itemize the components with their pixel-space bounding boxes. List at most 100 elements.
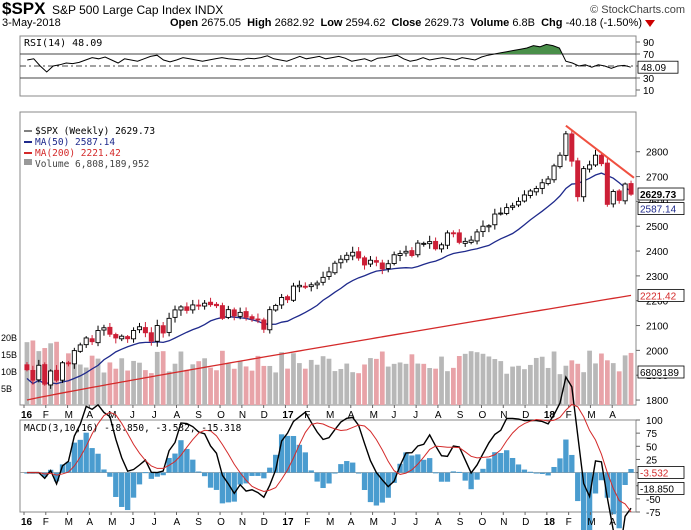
macd-histogram-bar bbox=[575, 472, 581, 502]
macd-histogram-bar bbox=[604, 472, 611, 498]
price-x-tick-label: M bbox=[65, 410, 73, 421]
macd-histogram-bar bbox=[42, 472, 48, 477]
rsi-tick-label: 70 bbox=[643, 50, 655, 61]
candle-body bbox=[385, 263, 391, 269]
volume-label: Volume bbox=[470, 17, 510, 29]
open-label: Open bbox=[170, 17, 199, 29]
price-tick-label: 2700 bbox=[646, 173, 669, 184]
price-x-tick-label: D bbox=[261, 410, 268, 421]
macd-x-tick-label: N bbox=[500, 517, 507, 528]
macd-histogram-bar bbox=[119, 472, 125, 507]
macd-histogram-bar bbox=[533, 472, 539, 474]
candle-body bbox=[604, 162, 610, 205]
macd-histogram-bar bbox=[308, 470, 314, 473]
macd-histogram-bar bbox=[628, 469, 634, 473]
volume-bar bbox=[391, 363, 397, 405]
macd-histogram-bar bbox=[421, 459, 427, 473]
volume-bar bbox=[616, 371, 622, 405]
price-x-tick-label: F bbox=[566, 410, 572, 421]
macd-panel-frame bbox=[19, 419, 637, 513]
macd-histogram-bar bbox=[521, 469, 528, 473]
macd-x-tick-label: F bbox=[43, 517, 49, 528]
macd-histogram-bar bbox=[367, 472, 374, 503]
volume-bar bbox=[190, 364, 196, 405]
volume-bar bbox=[569, 360, 575, 405]
volume-bar bbox=[551, 351, 557, 405]
volume-bar bbox=[308, 359, 314, 405]
macd-histogram-bar bbox=[344, 461, 350, 473]
macd-histogram-bar bbox=[320, 472, 326, 489]
rsi-legend: RSI(14) 48.09 bbox=[24, 38, 102, 49]
macd-x-tick-label: O bbox=[217, 517, 225, 528]
volume-bar bbox=[480, 353, 486, 405]
macd-tick-label: 25 bbox=[646, 455, 658, 466]
volume-bar bbox=[302, 368, 308, 405]
volume-bar bbox=[160, 351, 166, 405]
trend-line bbox=[565, 124, 635, 179]
macd-histogram-bar bbox=[71, 442, 78, 473]
volume-bar bbox=[610, 363, 616, 405]
candle-body bbox=[136, 326, 143, 331]
macd-histogram-bar bbox=[237, 472, 243, 485]
macd-x-tick-label: S bbox=[195, 517, 202, 528]
macd-histogram-bar bbox=[563, 439, 569, 473]
macd-histogram-bar bbox=[586, 472, 593, 530]
volume-bar bbox=[527, 364, 533, 405]
volume-bar bbox=[297, 363, 302, 405]
price-tick-label: 2800 bbox=[646, 148, 669, 159]
candle-body bbox=[178, 306, 184, 311]
volume-bar bbox=[587, 350, 592, 405]
volume-bar bbox=[267, 365, 273, 405]
macd-histogram-bar bbox=[65, 461, 72, 473]
volume-bar bbox=[77, 364, 83, 405]
macd-histogram-bar bbox=[201, 472, 208, 477]
price-x-tick-label: A bbox=[609, 410, 616, 421]
volume-bar bbox=[462, 353, 468, 405]
rsi-overbought-fill bbox=[497, 44, 563, 54]
macd-histogram-bar bbox=[124, 472, 131, 511]
volume-bar bbox=[533, 357, 539, 405]
macd-histogram-bar bbox=[391, 472, 397, 483]
candle-body bbox=[190, 304, 196, 311]
macd-histogram-bar bbox=[83, 432, 89, 473]
candle-body bbox=[427, 241, 433, 245]
macd-histogram-bar bbox=[213, 472, 220, 490]
volume-bar bbox=[113, 368, 119, 405]
macd-histogram-bar bbox=[498, 453, 504, 473]
volume-bar bbox=[522, 369, 527, 405]
macd-x-tick-label: J bbox=[152, 517, 157, 528]
candle-body bbox=[610, 191, 616, 205]
macd-histogram-bar bbox=[569, 454, 575, 473]
candle-body bbox=[462, 240, 468, 244]
price-x-tick-label: J bbox=[130, 410, 135, 421]
macd-histogram-bar bbox=[545, 472, 551, 476]
volume-bar bbox=[427, 368, 433, 405]
volume-bar bbox=[225, 363, 231, 405]
rsi-last-value: 48.09 bbox=[641, 63, 666, 74]
volume-bar bbox=[89, 355, 95, 405]
candle-body bbox=[515, 200, 522, 206]
price-legend-2: MA(200) 2221.42 bbox=[35, 148, 121, 159]
volume-bar bbox=[255, 355, 261, 405]
close-price-label: 2629.73 bbox=[640, 190, 677, 201]
macd-histogram-bar bbox=[314, 472, 320, 482]
macd-histogram-bar bbox=[326, 472, 332, 484]
candle-body bbox=[379, 262, 385, 270]
volume-bar bbox=[498, 361, 504, 405]
macd-x-tick-label: M bbox=[108, 517, 116, 528]
candle-body bbox=[409, 250, 415, 256]
macd-histogram-bar bbox=[474, 472, 480, 480]
macd-x-tick-label: F bbox=[566, 517, 572, 528]
macd-x-tick-label: J bbox=[391, 517, 396, 528]
candle-body bbox=[320, 276, 326, 283]
price-x-tick-label: J bbox=[391, 410, 396, 421]
macd-legend: MACD(3,10,16) -18.850, -3.532, -15.318 bbox=[24, 423, 242, 434]
volume-bar bbox=[368, 358, 373, 405]
candle-body bbox=[213, 303, 219, 307]
candle-body bbox=[332, 262, 338, 274]
volume-bar bbox=[71, 360, 77, 405]
candle-body bbox=[119, 335, 125, 340]
candle-body bbox=[196, 304, 202, 307]
volume-bar bbox=[356, 373, 361, 405]
macd-histogram-bar bbox=[438, 472, 445, 482]
